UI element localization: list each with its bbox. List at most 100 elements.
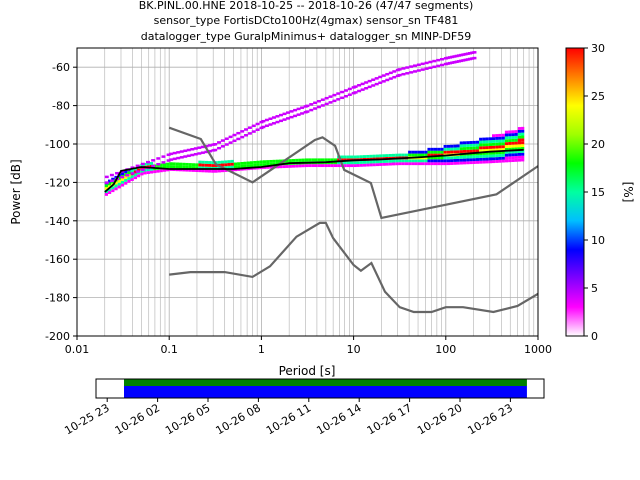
- density-cell: [498, 148, 502, 152]
- density-cell: [501, 145, 505, 149]
- density-cell: [469, 146, 473, 150]
- density-cell: [220, 163, 225, 167]
- density-cell: [501, 159, 505, 163]
- density-cell: [495, 134, 499, 137]
- chart-title-line-1: BK.PINL.00.HNE 2018-10-25 -- 2018-10-26 …: [139, 0, 473, 12]
- density-cell: [130, 169, 134, 173]
- colorbar-label: [%]: [621, 182, 635, 203]
- density-cell: [375, 160, 380, 164]
- sparse-trace-cell: [278, 119, 283, 123]
- density-cell: [479, 140, 483, 144]
- density-cell: [488, 151, 492, 155]
- density-cell: [178, 162, 183, 166]
- sparse-trace-cell: [261, 119, 266, 123]
- density-cell: [469, 155, 473, 159]
- sparse-trace-cell: [190, 147, 195, 151]
- y-axis-ticks: -200 -180 -160 -140 -120 -100 -80 -60: [45, 61, 77, 343]
- sparse-trace-cell: [409, 65, 414, 68]
- sparse-trace-cell: [413, 70, 418, 73]
- sparse-trace-cell: [353, 85, 358, 88]
- sparse-trace-cell: [385, 78, 390, 82]
- density-cell: [501, 142, 505, 146]
- sparse-trace-cell: [186, 148, 191, 152]
- density-cell: [485, 137, 489, 141]
- timeline-tick-label: 10-26 17: [365, 401, 414, 437]
- sparse-trace-cell: [347, 93, 352, 96]
- sparse-trace-cell: [452, 55, 457, 58]
- density-cell: [508, 130, 512, 134]
- density-cell: [272, 162, 276, 166]
- density-cell: [514, 158, 518, 162]
- density-cell: [337, 161, 341, 165]
- sparse-trace-cell: [397, 68, 402, 71]
- density-cell: [324, 158, 328, 162]
- density-cell: [301, 158, 305, 162]
- density-cell: [398, 159, 402, 163]
- sparse-trace-cell: [450, 61, 455, 64]
- y-tick-label: -160: [45, 253, 70, 266]
- sparse-trace-cell: [448, 56, 453, 59]
- density-cell: [350, 161, 354, 165]
- density-cell: [188, 163, 192, 166]
- density-cell: [488, 157, 492, 161]
- density-cell: [504, 130, 509, 134]
- density-cell: [140, 163, 144, 167]
- sparse-trace-cell: [357, 89, 362, 93]
- density-cell: [498, 142, 502, 146]
- density-cell: [501, 136, 505, 140]
- coverage-bar-lower: [124, 386, 527, 398]
- density-cell: [227, 163, 231, 166]
- density-cell: [466, 141, 470, 145]
- density-cell: [204, 160, 209, 164]
- sparse-trace-cell: [320, 104, 325, 107]
- density-cell: [472, 146, 476, 150]
- sparse-trace-cell: [261, 125, 266, 129]
- density-cell: [488, 148, 492, 152]
- density-cell: [427, 150, 431, 154]
- density-cell: [346, 164, 351, 168]
- density-cell: [472, 149, 476, 153]
- sparse-trace-cell: [332, 93, 337, 97]
- sparse-trace-cell: [125, 174, 130, 177]
- density-cell: [301, 164, 305, 168]
- sparse-trace-cell: [176, 151, 181, 154]
- sparse-trace-cell: [293, 108, 298, 112]
- density-cell: [117, 182, 121, 186]
- density-cell: [495, 136, 499, 140]
- density-cell: [266, 165, 270, 169]
- sparse-trace-cell: [470, 51, 475, 55]
- density-cell: [514, 156, 518, 159]
- sparse-trace-cell: [217, 141, 222, 144]
- density-cell: [214, 169, 218, 173]
- density-cell: [398, 162, 402, 166]
- density-cell: [211, 161, 215, 165]
- sparse-trace-cell: [413, 64, 418, 67]
- density-cell: [201, 160, 205, 164]
- sparse-trace-cell: [109, 179, 114, 183]
- density-cell: [379, 160, 383, 164]
- density-cell: [466, 144, 470, 147]
- density-cell: [362, 163, 367, 167]
- sparse-trace-cell: [371, 84, 376, 87]
- density-cell: [433, 162, 438, 166]
- density-cell: [488, 154, 492, 158]
- sparse-trace-cell: [465, 58, 470, 61]
- density-cell: [411, 153, 415, 157]
- density-cell: [424, 150, 428, 154]
- density-cell: [295, 158, 299, 162]
- density-cell: [227, 160, 231, 164]
- density-cell: [514, 132, 518, 136]
- density-cell: [504, 139, 509, 143]
- density-cell: [220, 160, 225, 164]
- sparse-trace-cell: [247, 132, 252, 135]
- density-cell: [259, 160, 263, 164]
- sparse-trace-cell: [293, 114, 298, 118]
- sparse-trace-cell: [440, 63, 445, 67]
- chart-title-line-3: datalogger_type GuralpMinimus+ datalogge…: [141, 30, 472, 43]
- density-cell: [311, 158, 315, 162]
- density-cell: [491, 145, 496, 149]
- density-cell: [521, 138, 525, 142]
- density-cell: [256, 160, 260, 164]
- density-cell: [169, 162, 173, 166]
